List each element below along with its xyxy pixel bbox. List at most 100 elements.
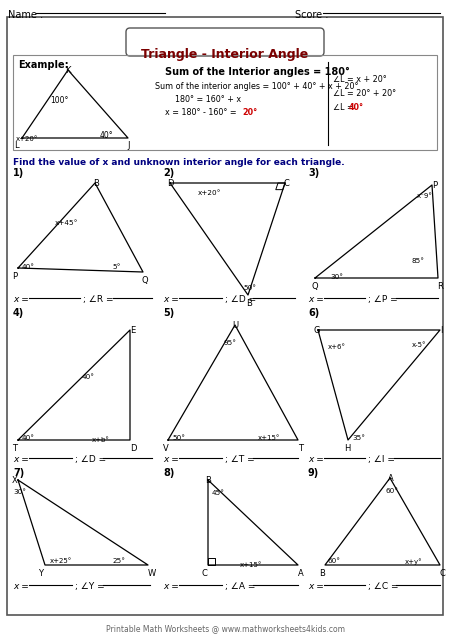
- Text: 1): 1): [13, 168, 24, 178]
- Text: 40°: 40°: [22, 435, 35, 441]
- Text: 30°: 30°: [330, 274, 343, 280]
- Text: V: V: [163, 444, 169, 453]
- Text: 50°: 50°: [243, 285, 256, 291]
- Bar: [13, 55, 437, 150]
- Text: x =: x =: [308, 295, 324, 304]
- Text: 40°: 40°: [22, 264, 35, 270]
- Text: ; ∠D =: ; ∠D =: [225, 295, 256, 304]
- Text: L: L: [14, 141, 18, 150]
- Text: U: U: [232, 321, 238, 330]
- Text: 100°: 100°: [50, 96, 68, 105]
- Text: Name :: Name :: [8, 10, 43, 20]
- Text: G: G: [314, 326, 320, 335]
- Text: ∠L = x + 20°: ∠L = x + 20°: [333, 75, 387, 84]
- Text: C: C: [284, 179, 290, 188]
- Text: 50°: 50°: [172, 435, 185, 441]
- Text: I: I: [440, 326, 442, 335]
- Text: ; ∠C =: ; ∠C =: [368, 582, 399, 591]
- Text: 9): 9): [308, 468, 319, 478]
- Text: x+15°: x+15°: [240, 562, 262, 568]
- FancyBboxPatch shape: [126, 28, 324, 56]
- Text: B: B: [93, 179, 99, 188]
- Text: 85°: 85°: [412, 258, 425, 264]
- Text: x+15°: x+15°: [258, 435, 280, 441]
- Text: ; ∠A =: ; ∠A =: [225, 582, 256, 591]
- Text: 40°: 40°: [82, 374, 95, 380]
- Text: B: B: [205, 476, 211, 485]
- Text: T: T: [12, 444, 17, 453]
- Text: x+20°: x+20°: [16, 136, 38, 142]
- Text: 25°: 25°: [112, 558, 125, 564]
- Text: 180° = 160° + x: 180° = 160° + x: [175, 95, 241, 104]
- Text: 60°: 60°: [385, 488, 398, 494]
- Text: x =: x =: [163, 455, 179, 464]
- Text: P: P: [12, 272, 17, 281]
- Text: 60°: 60°: [328, 558, 341, 564]
- Text: x-5°: x-5°: [412, 342, 427, 348]
- Text: K: K: [65, 66, 71, 75]
- Text: 20°: 20°: [242, 108, 257, 117]
- Text: 6): 6): [308, 308, 319, 318]
- Text: x+6°: x+6°: [328, 344, 346, 350]
- Text: x+20°: x+20°: [198, 190, 221, 196]
- Text: 8): 8): [163, 468, 175, 478]
- Text: x = 180° - 160° =: x = 180° - 160° =: [165, 108, 239, 117]
- Text: x =: x =: [13, 455, 29, 464]
- Text: ; ∠T =: ; ∠T =: [225, 455, 255, 464]
- Text: 30°: 30°: [13, 489, 26, 495]
- Text: Printable Math Worksheets @ www.mathworksheets4kids.com: Printable Math Worksheets @ www.mathwork…: [105, 624, 345, 633]
- Text: 95°: 95°: [224, 340, 237, 346]
- Text: 3): 3): [308, 168, 319, 178]
- Text: x =: x =: [163, 295, 179, 304]
- Text: Score :: Score :: [295, 10, 328, 20]
- Text: Triangle - Interior Angle: Triangle - Interior Angle: [141, 48, 309, 61]
- Text: x =: x =: [308, 455, 324, 464]
- Text: W: W: [148, 569, 156, 578]
- Text: Example:: Example:: [18, 60, 68, 70]
- Text: ; ∠D =: ; ∠D =: [75, 455, 106, 464]
- Text: C: C: [440, 569, 446, 578]
- Text: Q: Q: [142, 276, 148, 285]
- Text: ∠L = 20° + 20°: ∠L = 20° + 20°: [333, 89, 396, 98]
- Text: 4): 4): [13, 308, 24, 318]
- Text: D: D: [130, 444, 136, 453]
- Text: X: X: [12, 476, 18, 485]
- Text: ; ∠I =: ; ∠I =: [368, 455, 395, 464]
- Text: 35°: 35°: [352, 435, 365, 441]
- Text: x+25°: x+25°: [50, 558, 72, 564]
- Text: Y: Y: [38, 569, 43, 578]
- Text: B: B: [319, 569, 325, 578]
- Text: 45°: 45°: [212, 490, 225, 496]
- Text: ∠L =: ∠L =: [333, 103, 356, 112]
- Text: x =: x =: [163, 582, 179, 591]
- Text: x+y°: x+y°: [405, 558, 423, 565]
- Text: Sum of the interior angles = 100° + 40° + x + 20°: Sum of the interior angles = 100° + 40° …: [155, 82, 359, 91]
- Text: x⁻9°: x⁻9°: [417, 193, 433, 199]
- Text: A: A: [388, 474, 394, 483]
- Text: 40°: 40°: [349, 103, 364, 112]
- Text: R: R: [437, 282, 443, 291]
- Text: 2): 2): [163, 168, 174, 178]
- Text: J: J: [127, 141, 130, 150]
- Text: 5): 5): [163, 308, 174, 318]
- Text: x =: x =: [13, 582, 29, 591]
- Text: x =: x =: [308, 582, 324, 591]
- Text: E: E: [130, 326, 135, 335]
- Text: 7): 7): [13, 468, 24, 478]
- Text: x+45°: x+45°: [55, 220, 78, 226]
- Text: B: B: [246, 299, 252, 308]
- Text: 5°: 5°: [112, 264, 121, 270]
- Text: Sum of the Interior angles = 180°: Sum of the Interior angles = 180°: [165, 67, 350, 77]
- Text: H: H: [344, 444, 351, 453]
- Text: P: P: [432, 181, 437, 190]
- Text: Q: Q: [311, 282, 318, 291]
- Text: ; ∠P =: ; ∠P =: [368, 295, 398, 304]
- Text: Find the value of x and unknown interior angle for each triangle.: Find the value of x and unknown interior…: [13, 158, 345, 167]
- Text: D: D: [167, 179, 174, 188]
- Text: C: C: [202, 569, 208, 578]
- Text: T: T: [298, 444, 303, 453]
- Text: x+b°: x+b°: [92, 437, 110, 443]
- Text: ; ∠R =: ; ∠R =: [83, 295, 113, 304]
- Text: x =: x =: [13, 295, 29, 304]
- Text: A: A: [298, 569, 304, 578]
